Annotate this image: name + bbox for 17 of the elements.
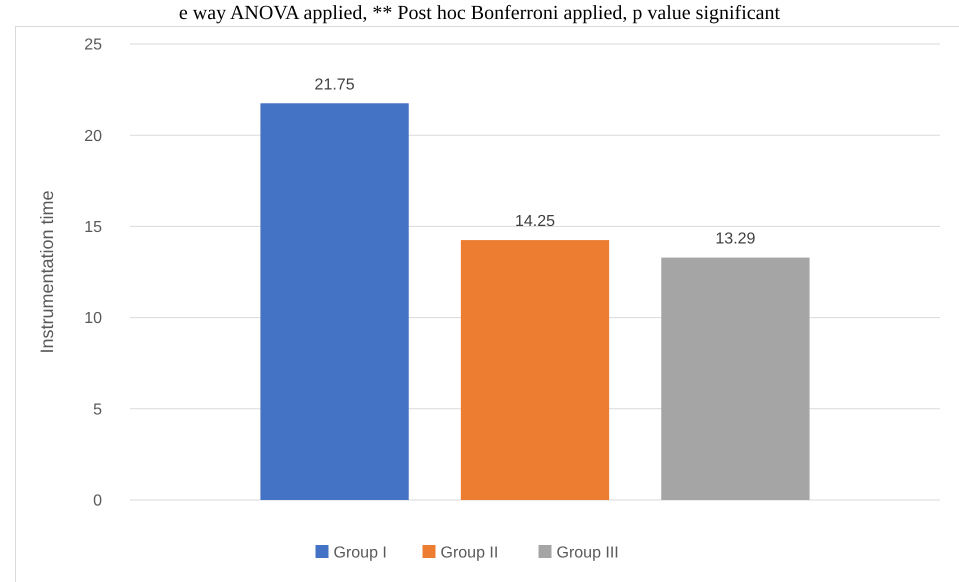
- legend-label: Group II: [440, 544, 498, 562]
- y-axis-title: Instrumentation time: [37, 190, 57, 354]
- text: e way ANOVA applied, ** Post hoc Bonferroni applied, p value significant: [178, 2, 781, 24]
- data-label: 21.75: [314, 76, 355, 94]
- y-tick-label: 10: [84, 310, 102, 328]
- bar: [260, 103, 409, 500]
- y-tick-label: 0: [93, 492, 102, 510]
- data-label: 13.29: [715, 230, 756, 248]
- data-label: 14.25: [514, 213, 556, 230]
- legend-label: Group III: [556, 544, 619, 562]
- bar: [460, 240, 610, 500]
- legend-label: Group I: [334, 544, 387, 562]
- y-tick-label: 20: [84, 128, 102, 145]
- y-tick-label: 25: [84, 36, 102, 54]
- y-tick-label: 5: [93, 401, 102, 418]
- y-tick-label: 15: [84, 219, 102, 236]
- bar: [661, 258, 810, 500]
